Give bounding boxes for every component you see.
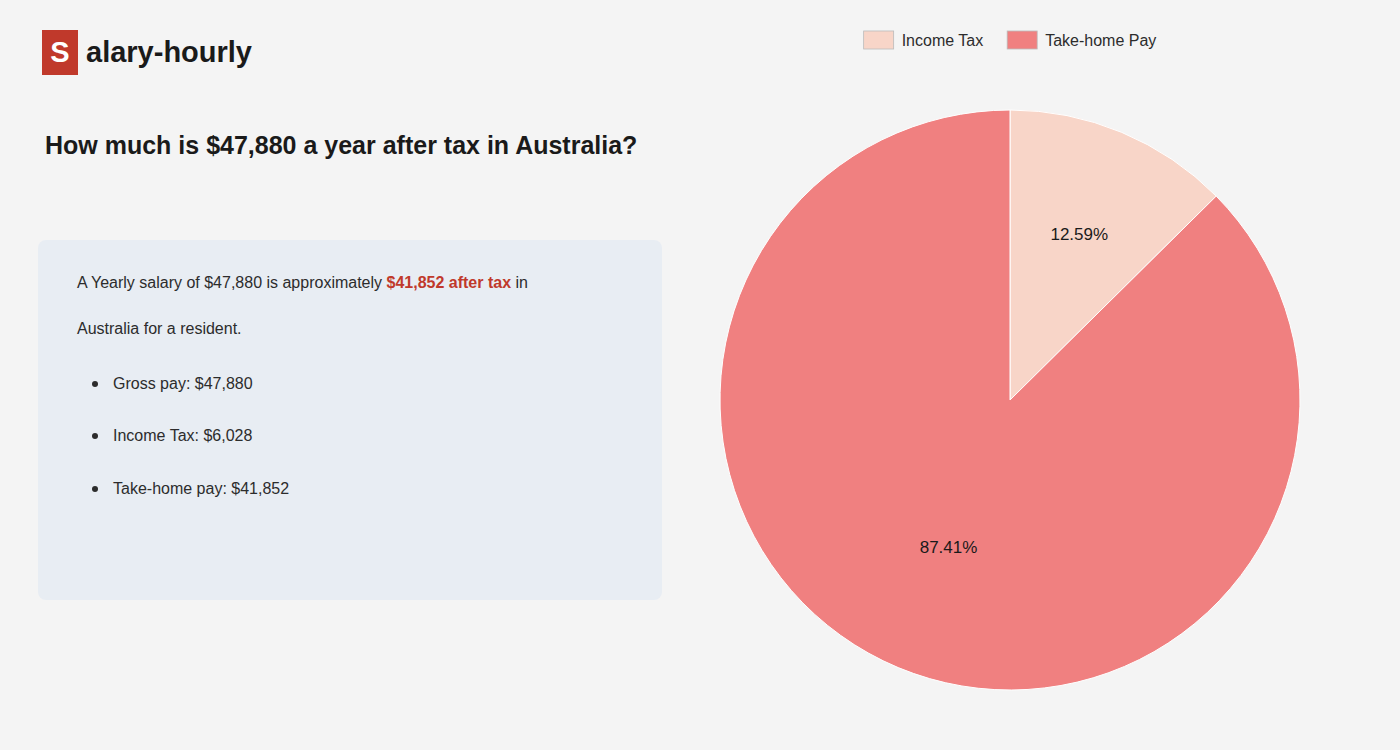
logo: Salary-hourly bbox=[42, 30, 252, 75]
bullet-dot bbox=[92, 486, 98, 492]
bullet-text: Take-home pay: $41,852 bbox=[113, 480, 289, 498]
legend-item: Income Tax bbox=[864, 31, 984, 49]
bullet-text: Income Tax: $6,028 bbox=[113, 427, 252, 445]
pie-chart: 12.59% 87.41% Income Tax Take-home Pay bbox=[700, 0, 1400, 750]
info-box: A Yearly salary of $47,880 is approximat… bbox=[38, 240, 662, 600]
slice bbox=[720, 110, 1300, 690]
bullet-item: Take-home pay: $41,852 bbox=[91, 480, 289, 498]
legend-swatch bbox=[1007, 31, 1037, 49]
logo-mark: S bbox=[42, 30, 78, 75]
bullet-dot bbox=[92, 381, 98, 387]
data-label: 87.41% bbox=[920, 538, 978, 557]
title: How much is $47,880 a year after tax in … bbox=[45, 122, 665, 168]
info-highlight: $41,852 after tax bbox=[387, 274, 512, 291]
info-text: in bbox=[511, 274, 528, 291]
info-line: A Yearly salary of $47,880 is approximat… bbox=[77, 274, 528, 292]
bullet bbox=[91, 380, 99, 388]
logo-text: alary-hourly bbox=[86, 36, 252, 69]
data-label: 12.59% bbox=[1050, 225, 1108, 244]
bullet-dot bbox=[92, 433, 98, 439]
slices bbox=[720, 110, 1300, 690]
info-line: Australia for a resident. bbox=[77, 320, 242, 338]
bullet bbox=[91, 485, 99, 493]
legend-label: Income Tax bbox=[902, 32, 984, 49]
bullet bbox=[91, 432, 99, 440]
text-panel: Salary-hourly How much is $47,880 a year … bbox=[0, 0, 700, 750]
bullet-item: Income Tax: $6,028 bbox=[91, 427, 252, 445]
info-text: A Yearly salary of $47,880 is approximat… bbox=[77, 274, 387, 291]
bullet-item: Gross pay: $47,880 bbox=[91, 375, 253, 393]
legend-item: Take-home Pay bbox=[1007, 31, 1156, 49]
legend-label: Take-home Pay bbox=[1045, 32, 1156, 49]
bullet-text: Gross pay: $47,880 bbox=[113, 375, 253, 393]
legend: Income Tax Take-home Pay bbox=[864, 31, 1157, 49]
legend-swatch bbox=[864, 31, 894, 49]
